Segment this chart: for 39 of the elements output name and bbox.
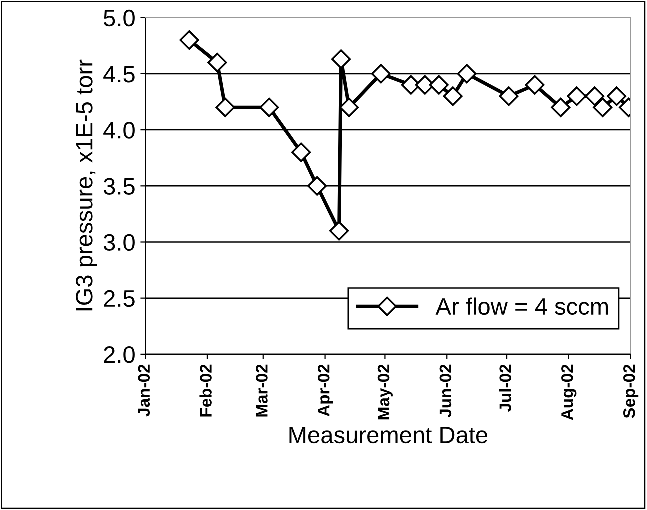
y-axis-title: IG3 pressure, x1E-5 torr: [76, 60, 98, 311]
point: [525, 75, 545, 95]
point: [551, 98, 571, 118]
point: [180, 30, 200, 50]
x-tick-label: Jun-02: [440, 364, 452, 418]
x-tick-label: Jul-02: [499, 364, 512, 412]
point: [607, 86, 627, 106]
x-tick-label: Aug-02: [562, 364, 577, 420]
x-tick-label: Jan-02: [138, 364, 150, 417]
y-tick-label: 5.0: [104, 10, 135, 27]
x-axis-title: Measurement Date: [290, 427, 488, 444]
y-tick-label: 3.5: [104, 178, 135, 195]
point: [308, 176, 328, 196]
y-tick-label: 4.0: [104, 122, 135, 139]
point: [499, 86, 519, 106]
point: [567, 86, 587, 106]
point: [371, 64, 391, 84]
point: [593, 98, 613, 118]
point: [457, 64, 477, 84]
point: [429, 75, 449, 95]
point: [292, 142, 312, 162]
point: [585, 86, 605, 106]
x-tick-label: Apr-02: [318, 364, 334, 417]
point: [443, 86, 463, 106]
x-tick-label: Mar-02: [256, 364, 268, 417]
point: [332, 50, 352, 70]
x-tick-label: Feb-02: [200, 364, 212, 417]
point: [216, 98, 236, 118]
x-tick-label: Sep-02: [623, 364, 639, 418]
y-tick-label: 3.0: [104, 234, 135, 252]
y-tick-label: 4.5: [104, 66, 135, 83]
point: [330, 221, 350, 241]
legend-label: Ar flow = 4 sccm: [436, 298, 608, 316]
x-tick-label: May-02: [378, 364, 393, 420]
point: [260, 98, 280, 118]
y-tick-label: 2.0: [104, 346, 135, 364]
point: [208, 52, 228, 72]
point: [340, 98, 360, 118]
y-tick-label: 2.5: [104, 290, 135, 308]
